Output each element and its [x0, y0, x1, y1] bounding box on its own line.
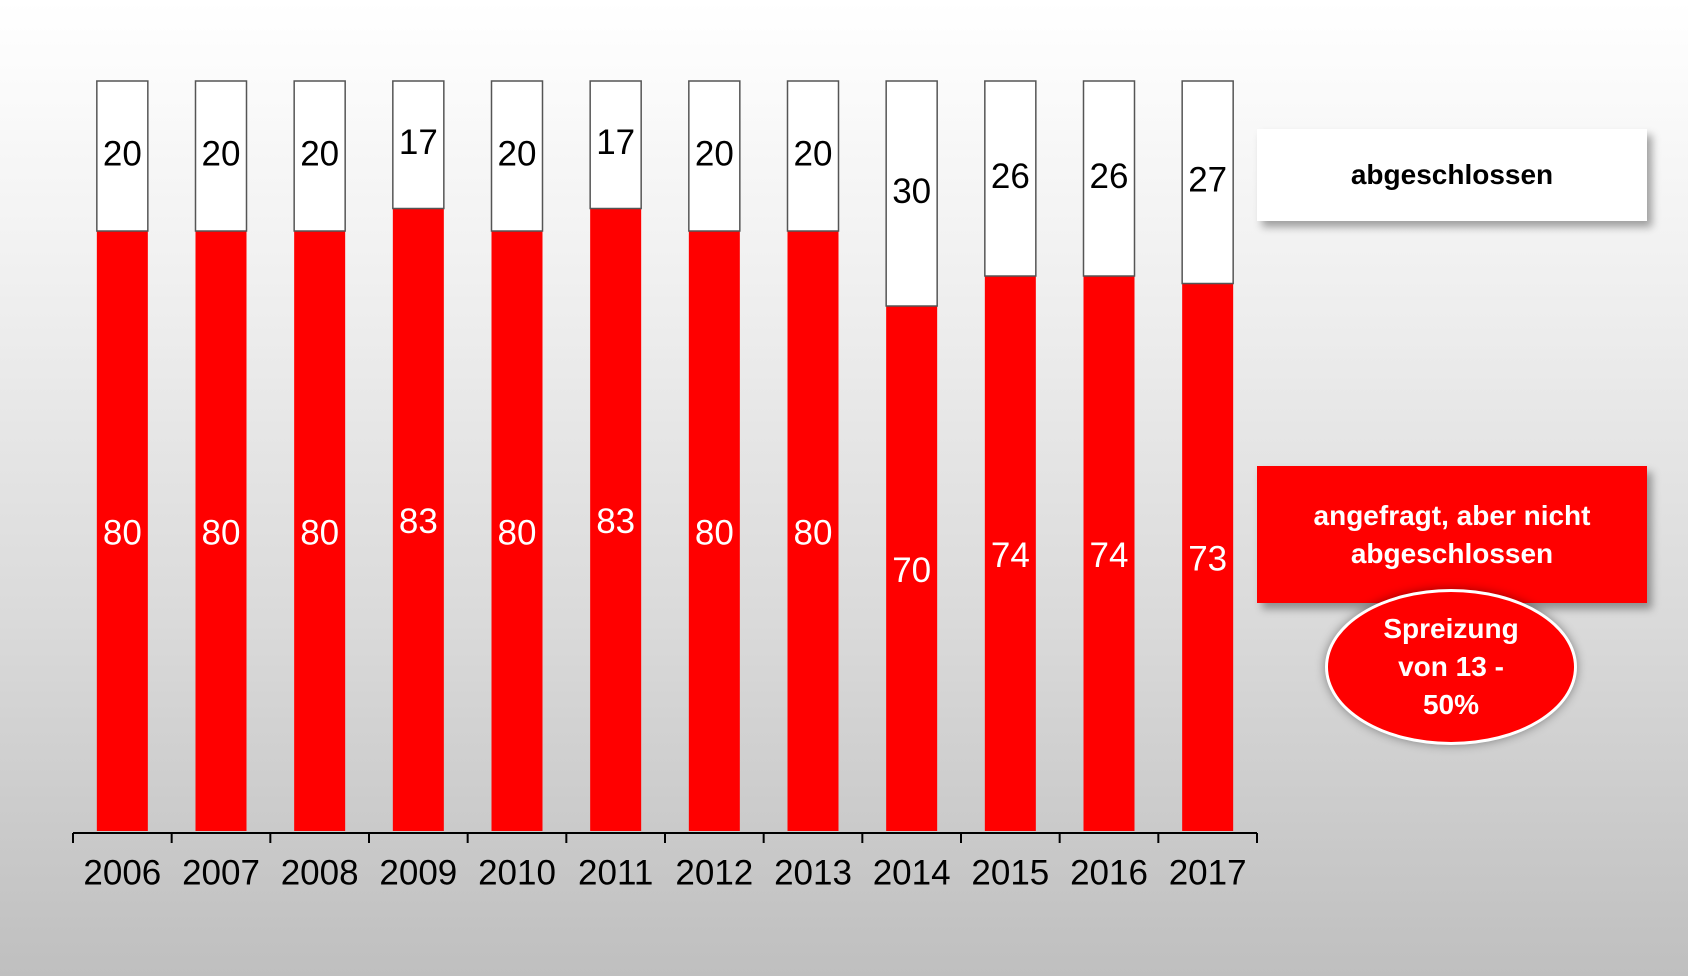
data-label: 80 [695, 513, 734, 552]
bar-segment [886, 306, 938, 831]
bar-segment [688, 80, 741, 232]
data-label: 80 [498, 513, 537, 552]
bar-segment [688, 231, 740, 831]
bar-segment [392, 208, 444, 831]
bar-segment [590, 208, 642, 831]
x-tick-label: 2007 [182, 853, 260, 892]
bar-segment [1082, 80, 1136, 277]
data-label: 74 [991, 536, 1030, 575]
data-label: 80 [202, 513, 241, 552]
data-label: 70 [892, 551, 931, 590]
bar-segment [787, 231, 839, 831]
x-tick-label: 2011 [578, 853, 653, 892]
data-label: 20 [300, 134, 339, 173]
data-label: 73 [1188, 540, 1227, 579]
legend-entry: abgeschlossen [1257, 129, 1647, 221]
legend-entry: angefragt, aber nicht abgeschlossen [1257, 466, 1647, 603]
bar-segment [490, 80, 544, 232]
data-label: 17 [399, 123, 438, 162]
bar-segment [491, 231, 543, 831]
data-label: 20 [695, 134, 734, 173]
bar-segment [589, 80, 642, 210]
bar-segment [392, 80, 445, 210]
x-tick-label: 2017 [1169, 853, 1247, 892]
data-label: 80 [300, 513, 339, 552]
bar-segment [1083, 276, 1135, 831]
bar-segment [96, 80, 149, 232]
bar-segment [984, 80, 1037, 277]
x-tick-label: 2010 [478, 853, 556, 892]
bar-segment [786, 80, 840, 232]
bar-segment [1182, 283, 1234, 831]
data-label: 30 [892, 172, 931, 211]
bar-segment [294, 231, 346, 831]
data-label: 83 [399, 502, 438, 541]
x-tick-label: 2014 [873, 853, 951, 892]
bar-segment [885, 80, 938, 307]
data-label: 83 [596, 502, 635, 541]
x-tick-label: 2009 [379, 853, 457, 892]
x-tick-label: 2006 [83, 853, 161, 892]
x-tick-label: 2012 [675, 853, 753, 892]
data-label: 27 [1188, 161, 1227, 200]
data-label: 17 [596, 123, 635, 162]
x-tick-label: 2016 [1070, 853, 1148, 892]
data-label: 20 [794, 134, 833, 173]
data-label: 26 [991, 157, 1030, 196]
bar-segment [195, 231, 247, 831]
bar-segment [194, 80, 248, 232]
bar-segment [984, 276, 1036, 831]
x-tick-label: 2013 [774, 853, 852, 892]
data-label: 26 [1090, 157, 1129, 196]
data-label: 20 [103, 134, 142, 173]
data-label: 80 [103, 513, 142, 552]
x-tick-label: 2015 [971, 853, 1049, 892]
bar-segment [1181, 80, 1234, 285]
annotation: Spreizung von 13 - 50% [1325, 589, 1577, 745]
bar-segment [293, 80, 346, 232]
data-label: 20 [202, 134, 241, 173]
bar-segment [96, 231, 148, 831]
x-tick-label: 2008 [281, 853, 359, 892]
data-label: 74 [1090, 536, 1129, 575]
data-label: 80 [794, 513, 833, 552]
data-label: 20 [498, 134, 537, 173]
